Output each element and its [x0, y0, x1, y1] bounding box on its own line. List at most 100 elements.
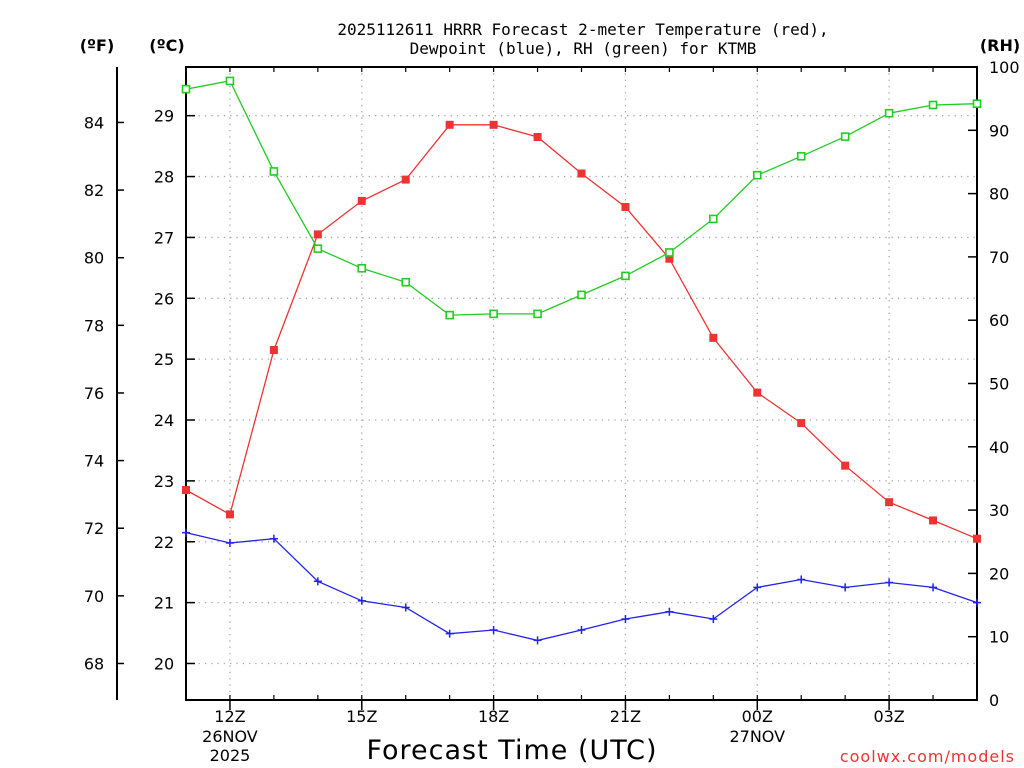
- dewpoint-point-14: [313, 577, 322, 586]
- x-tick-label-21Z: 21Z: [610, 707, 641, 726]
- x-tick-label-18Z: 18Z: [478, 707, 509, 726]
- dewpoint-point-19: [533, 636, 542, 645]
- rh-line: [185, 80, 978, 316]
- rh-point-25: [796, 151, 806, 161]
- rh-point-21: [621, 271, 630, 281]
- rh-point-12: [225, 76, 235, 86]
- rh-point-24: [752, 170, 762, 180]
- x-tick-label-12Z: 12Z: [214, 707, 245, 726]
- temperature-point-18: [489, 120, 498, 129]
- dewpoint-point-25: [797, 575, 806, 584]
- rh-point-17: [445, 310, 454, 320]
- rh-point-14: [313, 244, 323, 253]
- fahrenheit-tick-label-78: 78: [84, 316, 104, 335]
- dewpoint-point-22: [665, 607, 674, 616]
- x-tick-date-00Z: 27NOV: [729, 727, 785, 746]
- celsius-tick-label-24: 24: [154, 411, 174, 430]
- fahrenheit-tick-label-70: 70: [84, 587, 104, 606]
- temperature-point-26: [841, 461, 850, 470]
- rh-point-27: [884, 108, 894, 118]
- rh-point-15: [357, 263, 367, 273]
- temperature-point-19: [533, 132, 542, 141]
- temperature-point-24: [753, 388, 762, 397]
- x-tick-label-03Z: 03Z: [873, 707, 904, 726]
- temperature-point-17: [445, 120, 454, 129]
- series-dewpoint: [182, 528, 981, 645]
- series-rh: [181, 76, 982, 320]
- temperature-point-28: [929, 516, 938, 525]
- gridlines: [186, 67, 977, 700]
- rh-tick-label-70: 70: [989, 248, 1009, 267]
- fahrenheit-tick-label-72: 72: [84, 519, 104, 538]
- rh-tick-label-80: 80: [989, 185, 1009, 204]
- temperature-point-21: [621, 202, 630, 211]
- rh-point-28: [928, 100, 938, 110]
- temperature-point-25: [797, 419, 806, 428]
- dewpoint-point-13: [269, 534, 278, 543]
- dewpoint-point-17: [445, 629, 454, 638]
- credit-text: coolwx.com/models: [840, 747, 1015, 766]
- rh-point-11: [181, 84, 191, 94]
- temperature-point-13: [269, 346, 278, 355]
- temperature-point-14: [313, 230, 322, 239]
- celsius-unit-label: (ºC): [149, 36, 184, 55]
- rh-tick-label-0: 0: [989, 691, 999, 710]
- fahrenheit-unit-label: (ºF): [80, 36, 115, 55]
- rh-tick-label-20: 20: [989, 564, 1009, 583]
- rh-point-13: [269, 167, 279, 176]
- rh-point-19: [533, 309, 542, 319]
- axes: [116, 66, 978, 701]
- celsius-tick-label-28: 28: [154, 168, 174, 187]
- rh-point-20: [577, 290, 586, 300]
- rh-point-26: [840, 132, 850, 141]
- x-tick-label-00Z: 00Z: [742, 707, 773, 726]
- dewpoint-point-15: [357, 596, 366, 605]
- dewpoint-point-11: [182, 528, 190, 537]
- rh-point-16: [401, 277, 411, 287]
- celsius-tick-label-25: 25: [154, 350, 174, 369]
- series-temperature: [182, 120, 981, 543]
- fahrenheit-tick-label-74: 74: [84, 452, 104, 471]
- dewpoint-point-18: [489, 626, 498, 635]
- temperature-point-29: [973, 534, 981, 543]
- dewpoint-point-23: [709, 615, 718, 624]
- chart-title-line2: Dewpoint (blue), RH (green) for KTMB: [410, 39, 757, 58]
- dewpoint-point-29: [973, 598, 981, 607]
- celsius-tick-label-22: 22: [154, 533, 174, 552]
- fahrenheit-tick-label-80: 80: [84, 249, 104, 268]
- x-tick-date-12Z: 26NOV: [202, 727, 258, 746]
- celsius-tick-label-23: 23: [154, 472, 174, 491]
- plot-frame: [185, 66, 978, 701]
- celsius-tick-label-27: 27: [154, 228, 174, 247]
- rh-point-23: [709, 214, 718, 224]
- dewpoint-point-26: [841, 583, 850, 592]
- temperature-point-22: [665, 254, 674, 263]
- data-series: [181, 76, 982, 645]
- dewpoint-line: [185, 531, 978, 642]
- dewpoint-point-24: [753, 583, 762, 592]
- x-tick-label-15Z: 15Z: [346, 707, 377, 726]
- axis-ticks: 20 21 22 23 24 25 26 27 28 29 68 70 72 74 76 78 80 82 84 0 1…: [84, 58, 1020, 765]
- rh-tick-label-50: 50: [989, 375, 1009, 394]
- rh-tick-label-40: 40: [989, 438, 1009, 457]
- temperature-point-12: [225, 510, 234, 519]
- celsius-tick-label-21: 21: [154, 594, 174, 613]
- rh-tick-label-10: 10: [989, 628, 1009, 647]
- temperature-point-16: [401, 175, 410, 184]
- rh-tick-label-90: 90: [989, 121, 1009, 140]
- dewpoint-point-28: [929, 583, 938, 592]
- celsius-tick-label-26: 26: [154, 289, 174, 308]
- x-tick-year-12Z: 2025: [210, 746, 251, 765]
- temperature-line: [185, 124, 978, 540]
- rh-unit-label: (RH): [980, 36, 1020, 55]
- temperature-point-23: [709, 333, 718, 342]
- fahrenheit-tick-label-82: 82: [84, 181, 104, 200]
- dewpoint-point-27: [885, 578, 894, 587]
- rh-point-18: [489, 309, 498, 319]
- temperature-point-20: [577, 169, 586, 178]
- chart-title-line1: 2025112611 HRRR Forecast 2-meter Tempera…: [337, 20, 828, 39]
- fahrenheit-tick-label-76: 76: [84, 384, 104, 403]
- rh-point-22: [665, 248, 674, 257]
- fahrenheit-tick-label-84: 84: [84, 113, 104, 132]
